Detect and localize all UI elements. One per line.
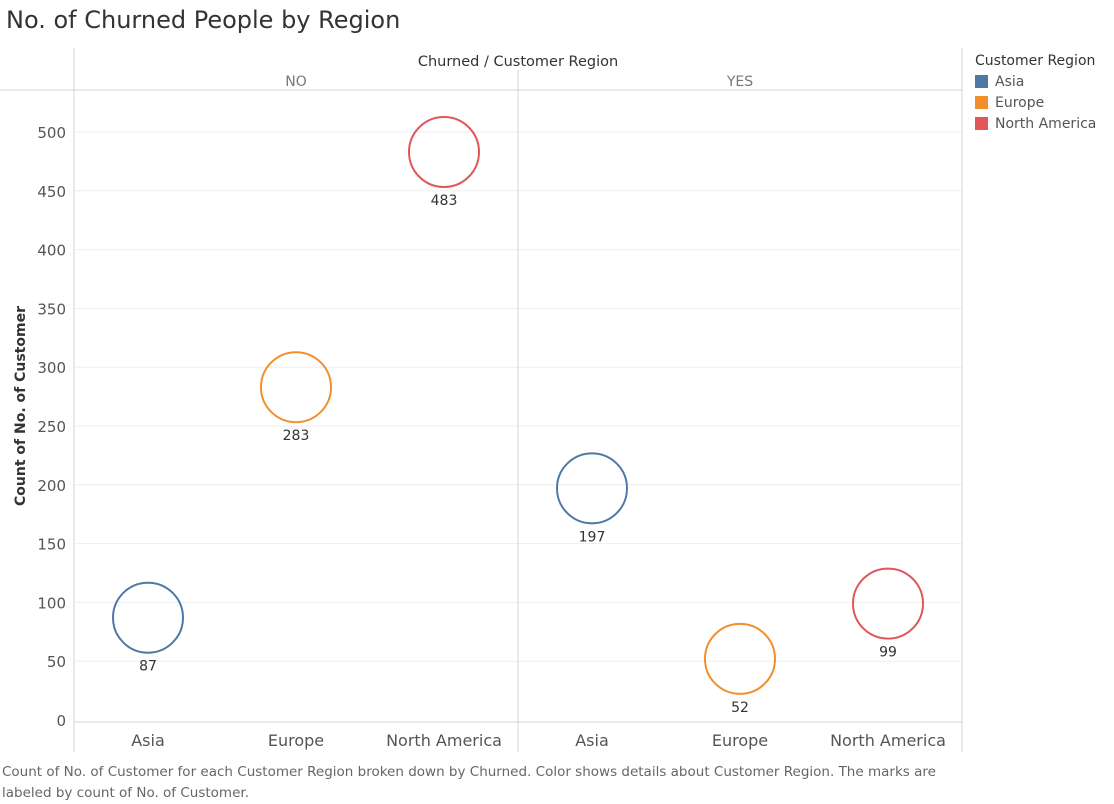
page-title: No. of Churned People by Region: [6, 6, 401, 34]
legend-swatch-europe: [975, 96, 988, 109]
legend-item-europe[interactable]: Europe: [975, 92, 1096, 113]
y-tick-label-100: 100: [37, 594, 66, 612]
x-tick-label-no-asia: Asia: [131, 731, 165, 750]
chart-marks: 87 283 483 197 52 99: [112, 115, 924, 716]
data-point-no-north-america: [408, 115, 480, 188]
x-tick-label-yes-asia: Asia: [575, 731, 609, 750]
y-tick-label-0: 0: [56, 712, 66, 730]
panel-header-yes: YES: [726, 74, 753, 90]
panel-header-no: NO: [285, 74, 307, 90]
y-tick-label-250: 250: [37, 418, 66, 436]
legend-title: Customer Region: [975, 53, 1096, 69]
y-tick-label-450: 450: [37, 183, 66, 201]
legend: Customer Region Asia Europe North Americ…: [975, 53, 1096, 134]
chart: Churned / Customer Region Count of No. o…: [0, 48, 963, 752]
y-tick-label-500: 500: [37, 124, 66, 142]
data-label-no-europe: 283: [283, 428, 310, 444]
y-axis-title: Count of No. of Customer: [13, 306, 29, 506]
y-tick-label-350: 350: [37, 300, 66, 318]
data-label-no-north-america: 483: [431, 193, 458, 209]
y-tick-label-300: 300: [37, 359, 66, 377]
legend-item-north-america[interactable]: North America: [975, 113, 1096, 134]
panel-headers: NO YES: [285, 74, 753, 90]
y-tick-label-400: 400: [37, 242, 66, 260]
legend-label-asia: Asia: [995, 73, 1025, 90]
chart-frame: [0, 48, 963, 752]
y-tick-label-150: 150: [37, 536, 66, 554]
legend-swatch-asia: [975, 75, 988, 88]
x-tick-label-yes-europe: Europe: [712, 731, 768, 750]
data-label-yes-north-america: 99: [879, 645, 897, 661]
legend-label-europe: Europe: [995, 94, 1045, 111]
legend-label-north-america: North America: [995, 115, 1097, 132]
data-point-yes-north-america: [852, 567, 924, 640]
y-tick-label-200: 200: [37, 477, 66, 495]
data-point-yes-asia: [556, 452, 628, 525]
column-header-title: Churned / Customer Region: [418, 54, 618, 70]
data-label-no-asia: 87: [139, 659, 157, 675]
x-tick-label-no-north-america: North America: [386, 731, 502, 750]
chart-caption: Count of No. of Customer for each Custom…: [2, 764, 936, 801]
data-label-yes-asia: 197: [579, 529, 606, 545]
data-point-no-europe: [260, 351, 332, 424]
data-point-yes-europe: [704, 622, 776, 695]
y-axis-ticks: 0 50 100 150 200 250 300 350 400 450 500: [37, 124, 66, 730]
legend-item-asia[interactable]: Asia: [975, 71, 1096, 92]
y-tick-label-50: 50: [47, 653, 66, 671]
data-point-no-asia: [112, 581, 184, 654]
x-tick-label-no-europe: Europe: [268, 731, 324, 750]
data-label-yes-europe: 52: [731, 700, 749, 716]
x-tick-label-yes-north-america: North America: [830, 731, 946, 750]
x-axis-ticks: Asia Europe North America Asia Europe North A…: [131, 731, 946, 750]
legend-swatch-north-america: [975, 117, 988, 130]
